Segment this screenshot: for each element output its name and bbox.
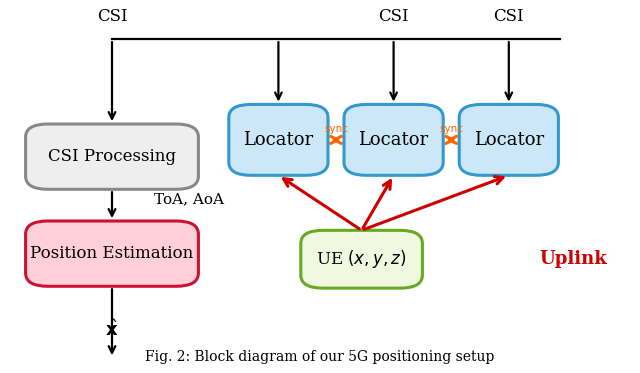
FancyBboxPatch shape xyxy=(229,104,328,175)
Text: Fig. 2: Block diagram of our 5G positioning setup: Fig. 2: Block diagram of our 5G position… xyxy=(145,350,495,364)
Text: Locator: Locator xyxy=(358,131,429,149)
Text: CSI: CSI xyxy=(493,8,524,25)
Text: Uplink: Uplink xyxy=(539,250,607,268)
Text: Position Estimation: Position Estimation xyxy=(30,245,194,262)
Text: sync: sync xyxy=(439,124,463,134)
Text: Locator: Locator xyxy=(474,131,544,149)
FancyBboxPatch shape xyxy=(26,124,198,189)
Text: Locator: Locator xyxy=(243,131,314,149)
FancyBboxPatch shape xyxy=(26,221,198,286)
Text: CSI Processing: CSI Processing xyxy=(48,148,176,165)
Text: $\hat{\mathbf{x}}$: $\hat{\mathbf{x}}$ xyxy=(106,320,118,341)
Text: sync: sync xyxy=(324,124,348,134)
Text: UE $(x,y,z)$: UE $(x,y,z)$ xyxy=(316,248,407,270)
Text: CSI: CSI xyxy=(97,8,127,25)
FancyBboxPatch shape xyxy=(460,104,559,175)
Text: ToA, AoA: ToA, AoA xyxy=(154,192,223,207)
Text: CSI: CSI xyxy=(378,8,409,25)
FancyBboxPatch shape xyxy=(344,104,443,175)
FancyBboxPatch shape xyxy=(301,231,422,288)
